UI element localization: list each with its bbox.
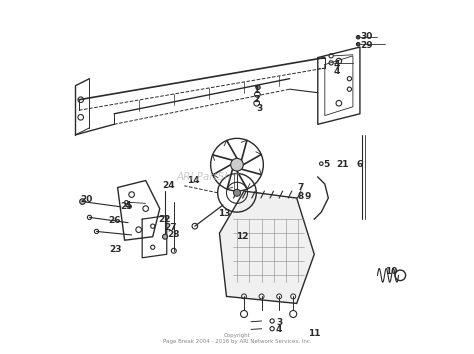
Circle shape	[80, 199, 85, 204]
Text: ARI PartSh™: ARI PartSh™	[176, 172, 242, 182]
Text: 20: 20	[80, 195, 92, 204]
Text: Copyright
Page Break 2004 - 2016 by ARI Network Services, Inc.: Copyright Page Break 2004 - 2016 by ARI …	[163, 333, 311, 344]
Circle shape	[231, 158, 243, 171]
Text: 26: 26	[108, 216, 120, 225]
Text: 27: 27	[164, 223, 177, 233]
Text: 12: 12	[236, 232, 248, 241]
Text: 9: 9	[304, 192, 310, 201]
Text: 8: 8	[297, 192, 303, 201]
Text: 10: 10	[385, 267, 398, 276]
Text: 7: 7	[297, 183, 303, 192]
Text: 4: 4	[276, 325, 283, 334]
Circle shape	[356, 35, 360, 39]
Text: 25: 25	[120, 202, 133, 211]
Text: 4: 4	[125, 201, 131, 210]
Text: 6: 6	[357, 160, 363, 169]
Circle shape	[356, 42, 360, 46]
Text: 29: 29	[361, 41, 373, 50]
Text: 4: 4	[334, 67, 340, 76]
Text: 2: 2	[253, 95, 259, 104]
Polygon shape	[219, 191, 314, 303]
Text: 21: 21	[336, 160, 348, 169]
Text: 3: 3	[276, 318, 283, 327]
Text: 23: 23	[109, 245, 122, 253]
Text: 24: 24	[162, 181, 175, 190]
Circle shape	[234, 189, 240, 196]
Text: 22: 22	[159, 215, 171, 224]
Circle shape	[256, 85, 260, 90]
Text: 11: 11	[308, 329, 320, 338]
Text: 28: 28	[167, 230, 180, 239]
Text: 5: 5	[323, 160, 330, 169]
Text: 30: 30	[361, 32, 373, 41]
Text: 14: 14	[187, 176, 200, 185]
Text: 1: 1	[253, 86, 259, 96]
Text: 13: 13	[219, 209, 231, 218]
Text: 3: 3	[257, 104, 263, 113]
Circle shape	[163, 234, 167, 239]
Text: 4: 4	[334, 60, 340, 69]
